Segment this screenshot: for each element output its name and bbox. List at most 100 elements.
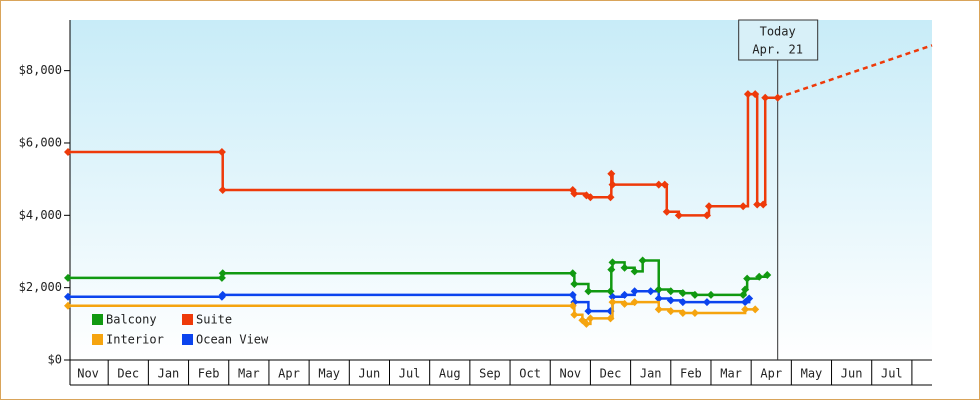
marker: [753, 200, 762, 209]
marker: [607, 265, 616, 274]
marker: [743, 90, 752, 99]
marker: [606, 193, 615, 202]
marker: [763, 271, 772, 279]
marker: [630, 298, 639, 307]
marker: [702, 298, 711, 307]
marker: [706, 290, 715, 299]
x-tick-label: Dec: [117, 367, 139, 381]
marker: [773, 93, 782, 102]
x-tick-label: Jun: [359, 367, 381, 381]
marker: [586, 193, 595, 202]
x-tick-label: Nov: [77, 367, 99, 381]
step-segment: [642, 259, 660, 290]
x-tick-label: Aug: [439, 367, 461, 381]
today-label: Today: [760, 25, 796, 39]
marker: [660, 180, 669, 189]
legend-label: Ocean View: [196, 333, 269, 347]
marker: [64, 301, 72, 310]
y-tick-label: $6,000: [19, 135, 62, 149]
marker: [690, 290, 699, 299]
y-tick-label: $4,000: [19, 208, 62, 222]
series: [64, 90, 782, 220]
marker: [678, 298, 687, 307]
marker: [584, 307, 593, 316]
marker: [64, 273, 72, 282]
marker: [666, 307, 675, 316]
marker: [755, 272, 764, 281]
marker: [654, 180, 663, 189]
projection-line: [777, 44, 933, 99]
x-tick-label: Mar: [238, 367, 260, 381]
marker: [568, 301, 577, 310]
marker: [666, 287, 675, 296]
x-tick-label: Jul: [881, 367, 903, 381]
marker: [570, 280, 579, 289]
marker: [690, 308, 699, 317]
marker: [606, 314, 615, 323]
marker: [586, 314, 595, 323]
marker: [741, 285, 750, 294]
legend-label: Interior: [106, 333, 164, 347]
marker: [654, 294, 663, 303]
marker: [608, 180, 617, 189]
marker: [654, 285, 663, 294]
marker: [759, 200, 768, 209]
marker: [666, 296, 675, 305]
marker: [568, 269, 577, 278]
x-tick-label: Jan: [640, 367, 662, 381]
marker: [630, 287, 639, 296]
marker: [646, 287, 655, 296]
legend-swatch: [92, 334, 103, 345]
x-tick-label: Feb: [680, 367, 702, 381]
series: [64, 256, 772, 299]
marker: [218, 290, 227, 299]
marker: [64, 148, 72, 157]
legend-swatch: [182, 314, 193, 325]
x-tick-label: Jun: [841, 367, 863, 381]
marker: [608, 298, 617, 307]
x-tick-label: Jul: [399, 367, 421, 381]
marker: [654, 305, 663, 314]
marker: [584, 287, 593, 296]
y-tick-label: $0: [48, 353, 62, 367]
marker: [620, 290, 629, 299]
marker: [620, 299, 629, 308]
marker: [739, 202, 748, 211]
x-tick-label: Apr: [278, 367, 300, 381]
y-tick-label: $8,000: [19, 63, 62, 77]
marker: [570, 310, 579, 319]
y-tick-label: $2,000: [19, 280, 62, 294]
x-tick-label: Nov: [559, 367, 581, 381]
today-label: Apr. 21: [752, 43, 803, 57]
legend-label: Balcony: [106, 313, 157, 327]
marker: [761, 93, 770, 102]
x-tick-label: Jan: [158, 367, 180, 381]
marker: [745, 294, 754, 303]
marker: [678, 289, 687, 298]
marker: [64, 292, 72, 301]
x-tick-label: May: [318, 367, 340, 381]
marker: [662, 207, 671, 216]
marker: [741, 305, 750, 314]
legend-swatch: [92, 314, 103, 325]
x-tick-label: Dec: [600, 367, 622, 381]
x-tick-label: Mar: [720, 367, 742, 381]
step-segment: [221, 150, 224, 190]
series: [64, 298, 760, 328]
marker: [751, 90, 760, 99]
marker: [704, 202, 713, 211]
x-tick-label: Oct: [519, 367, 541, 381]
marker: [217, 148, 226, 157]
legend-swatch: [182, 334, 193, 345]
marker: [702, 211, 711, 220]
marker: [570, 189, 579, 198]
x-tick-label: Apr: [760, 367, 782, 381]
marker: [743, 274, 752, 283]
x-tick-label: Sep: [479, 367, 501, 381]
marker: [568, 290, 577, 299]
marker: [620, 263, 629, 272]
marker: [608, 258, 617, 267]
marker: [218, 186, 227, 194]
